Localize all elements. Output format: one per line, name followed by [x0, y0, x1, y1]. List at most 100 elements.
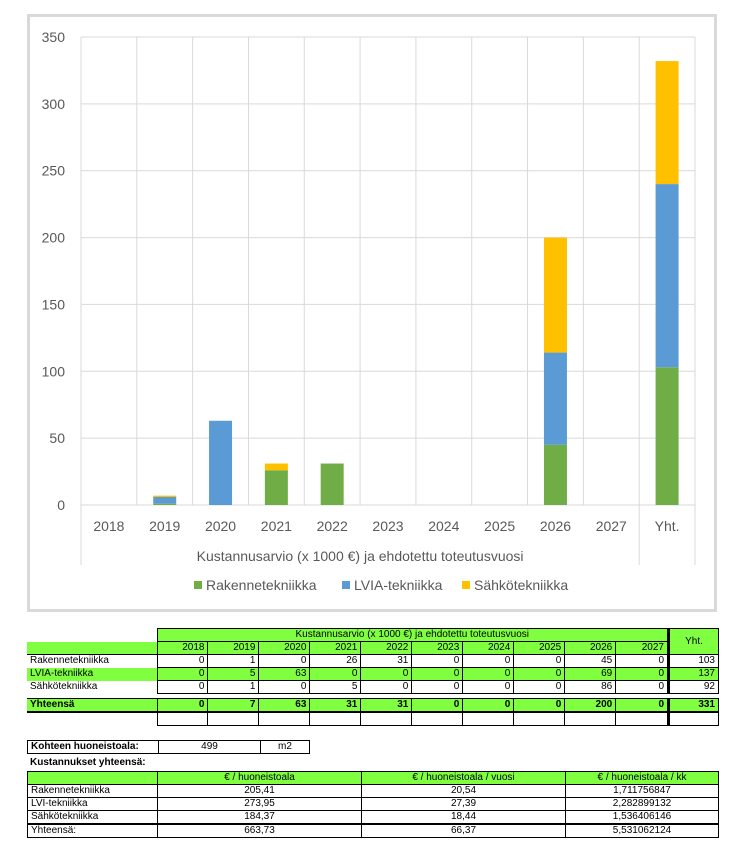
row-label: Sähkötekniikka	[30, 681, 98, 692]
x-tick-label: 2026	[540, 518, 571, 534]
bar-segment	[264, 463, 288, 471]
chart-frame: 0 50 100 150 200 250 300 350 2018 2019 2020 2021 202…	[27, 14, 717, 612]
x-tick-label: 2027	[596, 518, 627, 534]
costs-cell: 5,531062124	[565, 823, 719, 838]
year-header: 2020	[258, 641, 310, 655]
table-cell: 0	[462, 667, 515, 681]
table-cell: 5	[207, 667, 260, 681]
table-cell: 31	[360, 654, 413, 668]
table-sum-row: Yhteensä 0 7 63 31 31 0 0 0 200 0 331	[27, 698, 719, 713]
legend-label: Sähkötekniikka	[474, 577, 568, 593]
costs-cell: 1,711756847	[565, 784, 719, 798]
table-cell: 0	[156, 654, 209, 668]
bar-segment	[153, 495, 177, 497]
year-header: 2022	[360, 641, 412, 655]
table-cell: 0	[309, 667, 362, 681]
table-cell: 0	[156, 667, 209, 681]
sum-cell: 200	[564, 698, 616, 713]
table-empty-row	[27, 712, 719, 726]
year-header: 2027	[615, 641, 670, 655]
legend-label: LVIA-tekniikka	[354, 577, 443, 593]
costs-cell: 18,44	[361, 810, 566, 825]
y-tick-label: 0	[57, 497, 65, 513]
costs-cell: 1,536406146	[565, 810, 719, 825]
table-cell: 1	[207, 680, 260, 694]
table-cell: 0	[615, 667, 670, 681]
row-total: 137	[668, 667, 719, 681]
costs-header-row: € / huoneistoala € / huoneistoala / vuos…	[27, 771, 719, 785]
area-value: 499	[158, 740, 261, 754]
table-cell: 0	[462, 654, 515, 668]
costs-body: Rakennetekniikka 205,41 20,54 1,711756847 LV…	[27, 784, 719, 838]
table-row: Sähkötekniikka 0 1 0 5 0 0 0 0 86 0 92	[27, 680, 719, 694]
year-header: 2018	[156, 641, 208, 655]
legend-label: Rakennetekniikka	[206, 577, 317, 593]
bar-segment	[543, 444, 567, 505]
costs-row-label: Yhteensä:	[27, 823, 158, 838]
costs-cell: 205,41	[157, 784, 362, 798]
sum-cell: 0	[462, 698, 514, 713]
table-cell: 0	[156, 680, 209, 694]
sum-cell: 31	[360, 698, 412, 713]
table-header-title: Kustannusarvio (x 1000 €) ja ehdotettu t…	[156, 628, 670, 642]
year-header: 2023	[411, 641, 463, 655]
bar-segment	[209, 420, 233, 505]
stacked-bar-chart: 0 50 100 150 200 250 300 350 2018 2019 2020 2021 202…	[42, 29, 696, 593]
costs-row: Sähkötekniikka 184,37 18,44 1,536406146	[27, 810, 719, 825]
sum-cell: 7	[207, 698, 259, 713]
table-header-row: Kustannusarvio (x 1000 €) ja ehdotettu t…	[27, 628, 719, 655]
legend-swatch	[342, 581, 350, 589]
x-tick-label: 2024	[428, 518, 459, 534]
x-tick-label: 2025	[484, 518, 515, 534]
table-cell: 0	[258, 680, 311, 694]
row-total: 92	[668, 680, 719, 694]
year-header: 2019	[207, 641, 259, 655]
bar-segment	[655, 184, 679, 368]
table-cell: 1	[207, 654, 260, 668]
costs-header-3: € / huoneistoala / kk	[565, 771, 719, 785]
table-header-total: Yht.	[668, 628, 719, 655]
bar-segment	[543, 237, 567, 353]
table-cell: 0	[411, 680, 464, 694]
x-tick-label: 2021	[261, 518, 292, 534]
legend-swatch	[194, 581, 202, 589]
costs-row: Yhteensä: 663,73 66,37 5,531062124	[27, 823, 719, 838]
sum-total: 331	[668, 698, 719, 713]
area-unit: m2	[260, 740, 310, 754]
table-cell: 0	[360, 680, 413, 694]
x-tick-label: 2020	[205, 518, 236, 534]
table-cell: 0	[360, 667, 413, 681]
y-tick-label: 50	[49, 430, 65, 446]
x-tick-label: 2019	[149, 518, 180, 534]
y-tick-label: 150	[42, 296, 66, 312]
sum-cell: 63	[258, 698, 310, 713]
costs-cell: 27,39	[361, 797, 566, 811]
table-cell: 5	[309, 680, 362, 694]
table-sum-label: Yhteensä	[27, 698, 157, 713]
table-body: Rakennetekniikka 0 1 0 26 31 0 0 0 45 0 103 LVIA-tek…	[27, 654, 719, 694]
year-header: 2025	[513, 641, 565, 655]
costs-title: Kustannukset yhteensä:	[30, 757, 146, 768]
sum-cell: 0	[411, 698, 463, 713]
costs-row-label: LVI-tekniikka	[27, 797, 158, 811]
table-cell: 86	[564, 680, 617, 694]
y-tick-label: 350	[42, 29, 66, 45]
row-label: Rakennetekniikka	[30, 655, 109, 667]
x-tick-label: Yht.	[655, 518, 680, 534]
table-cell: 0	[411, 667, 464, 681]
bar-segment	[655, 367, 679, 505]
year-header: 2026	[564, 641, 616, 655]
y-tick-label: 200	[42, 230, 66, 246]
x-tick-label: 2022	[317, 518, 348, 534]
row-label: LVIA-tekniikka	[30, 668, 94, 679]
costs-cell: 66,37	[361, 823, 566, 838]
sum-cell: 0	[513, 698, 565, 713]
costs-row: LVI-tekniikka 273,95 27,39 2,282899132	[27, 797, 719, 811]
sum-cell: 0	[156, 698, 208, 713]
x-tick-label: 2018	[93, 518, 124, 534]
table-cell: 26	[309, 654, 362, 668]
x-group-label: Kustannusarvio (x 1000 €) ja ehdotettu t…	[197, 548, 524, 564]
costs-cell: 663,73	[157, 823, 362, 838]
cost-by-year-table: Kustannusarvio (x 1000 €) ja ehdotettu t…	[27, 628, 719, 726]
table-cell: 0	[513, 680, 566, 694]
